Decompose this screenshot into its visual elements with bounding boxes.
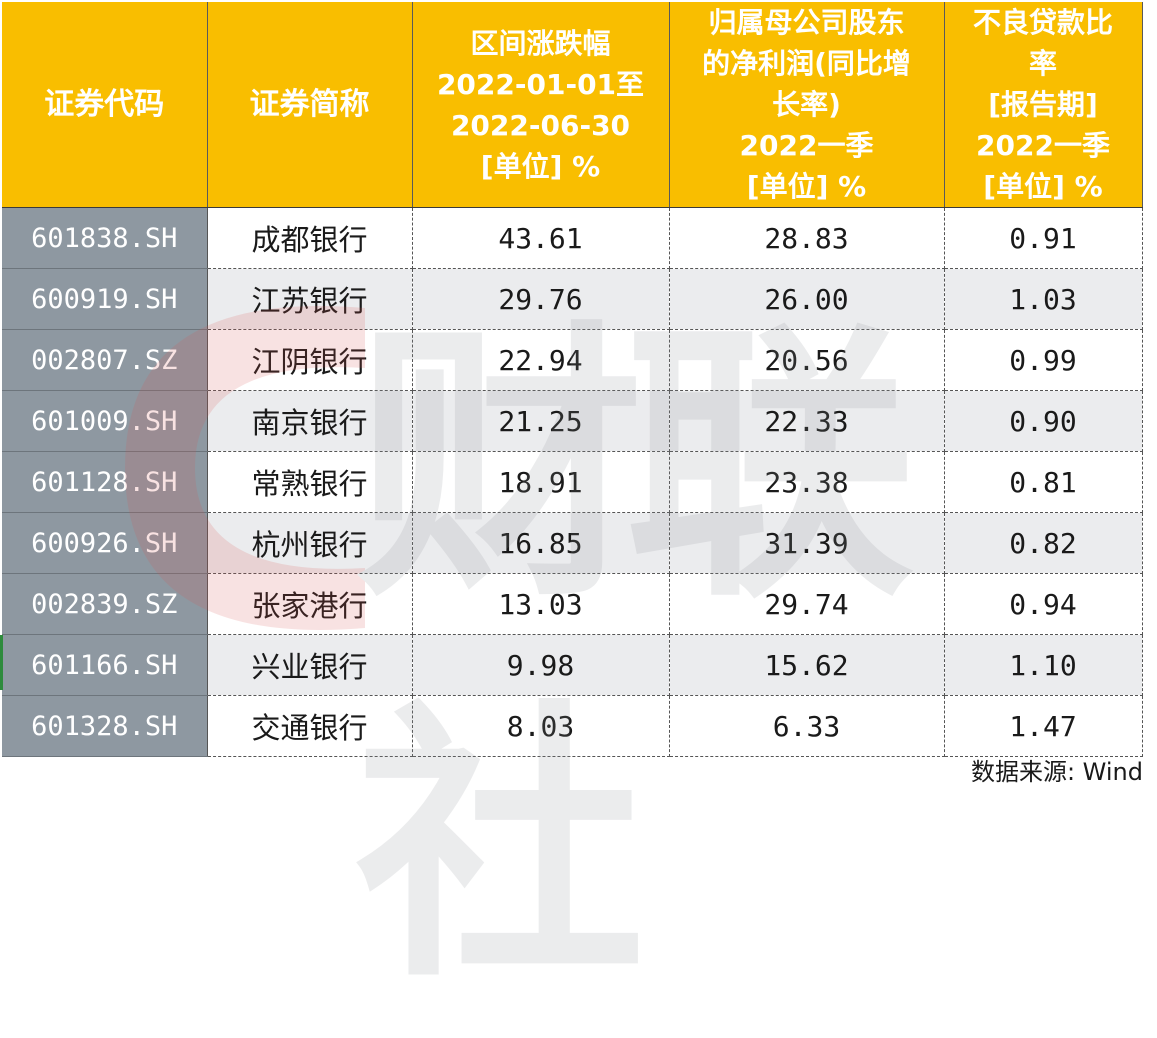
security-name-cell[interactable]: 常熟银行 [207,451,413,513]
profit-growth-cell[interactable]: 28.83 [669,207,945,269]
security-name-cell[interactable]: 交通银行 [207,695,413,757]
security-name-cell[interactable]: 成都银行 [207,207,413,269]
period-change-cell[interactable]: 18.91 [412,451,670,513]
security-name-cell[interactable]: 杭州银行 [207,512,413,574]
security-code-cell[interactable]: 002839.SZ [2,573,208,635]
profit-growth-cell[interactable]: 29.74 [669,573,945,635]
npl-ratio-cell[interactable]: 0.82 [944,512,1143,574]
bank-stock-table: 证券代码 证券简称 区间涨跌幅 2022-01-01至 2022-06-30 [… [2,2,1143,757]
npl-ratio-cell[interactable]: 0.94 [944,573,1143,635]
security-name-cell[interactable]: 张家港行 [207,573,413,635]
spreadsheet-sheet: 证券代码 证券简称 区间涨跌幅 2022-01-01至 2022-06-30 [… [0,2,1143,1016]
npl-ratio-cell[interactable]: 1.03 [944,268,1143,330]
npl-ratio-cell[interactable]: 0.90 [944,390,1143,452]
header-line: 的净利润(同比增 [702,47,911,80]
header-line: 归属母公司股东 [708,6,905,39]
profit-growth-cell[interactable]: 22.33 [669,390,945,452]
header-line: 2022-06-30 [450,108,631,142]
profit-growth-cell[interactable]: 23.38 [669,451,945,513]
period-change-cell[interactable]: 13.03 [412,573,670,635]
header-security-name[interactable]: 证券简称 [207,2,413,208]
header-row: 证券代码 证券简称 区间涨跌幅 2022-01-01至 2022-06-30 [… [2,2,1143,208]
header-line: [单位] % [746,170,867,203]
header-line: 2022一季 [739,129,874,162]
header-security-code[interactable]: 证券代码 [2,2,208,208]
security-code-cell[interactable]: 601838.SH [2,207,208,269]
security-code-cell[interactable]: 601328.SH [2,695,208,757]
profit-growth-cell[interactable]: 15.62 [669,634,945,696]
security-name-cell[interactable]: 兴业银行 [207,634,413,696]
table-row: 601128.SH 常熟银行 18.91 23.38 0.81 [2,451,1143,513]
header-line: 率 [1028,47,1057,80]
header-line: 2022-01-01至 [436,67,645,101]
security-code-cell[interactable]: 600926.SH [2,512,208,574]
security-code-cell[interactable]: 601009.SH [2,390,208,452]
header-line: [单位] % [480,149,601,183]
table-row: 600919.SH 江苏银行 29.76 26.00 1.03 [2,268,1143,330]
header-line: 不良贷款比 [972,6,1113,39]
profit-growth-cell[interactable]: 26.00 [669,268,945,330]
header-line: 2022一季 [976,129,1110,162]
header-line: 证券简称 [249,87,370,122]
npl-ratio-cell[interactable]: 0.91 [944,207,1143,269]
period-change-cell[interactable]: 8.03 [412,695,670,757]
period-change-cell[interactable]: 9.98 [412,634,670,696]
security-code-cell[interactable]: 601166.SH [2,634,208,696]
table-row: 002807.SZ 江阴银行 22.94 20.56 0.99 [2,329,1143,391]
active-row-marker [0,635,3,690]
table-row: 601009.SH 南京银行 21.25 22.33 0.90 [2,390,1143,452]
header-net-profit-growth[interactable]: 归属母公司股东 的净利润(同比增 长率) 2022一季 [单位] % [669,2,945,208]
period-change-cell[interactable]: 16.85 [412,512,670,574]
table-row: 600926.SH 杭州银行 16.85 31.39 0.82 [2,512,1143,574]
period-change-cell[interactable]: 22.94 [412,329,670,391]
npl-ratio-cell[interactable]: 0.99 [944,329,1143,391]
table-row: 601328.SH 交通银行 8.03 6.33 1.47 [2,695,1143,757]
header-line: [单位] % [983,170,1103,203]
npl-ratio-cell[interactable]: 1.10 [944,634,1143,696]
profit-growth-cell[interactable]: 31.39 [669,512,945,574]
table-row: 601166.SH 兴业银行 9.98 15.62 1.10 [2,634,1143,696]
header-line: 长率) [772,88,841,121]
npl-ratio-cell[interactable]: 1.47 [944,695,1143,757]
security-code-cell[interactable]: 600919.SH [2,268,208,330]
npl-ratio-cell[interactable]: 0.81 [944,451,1143,513]
header-npl-ratio[interactable]: 不良贷款比 率 [报告期] 2022一季 [单位] % [944,2,1143,208]
table-row: 601838.SH 成都银行 43.61 28.83 0.91 [2,207,1143,269]
profit-growth-cell[interactable]: 6.33 [669,695,945,757]
security-name-cell[interactable]: 江苏银行 [207,268,413,330]
header-period-change[interactable]: 区间涨跌幅 2022-01-01至 2022-06-30 [单位] % [412,2,670,208]
data-source-note: 数据来源: Wind [970,758,1143,786]
security-name-cell[interactable]: 江阴银行 [207,329,413,391]
table-row: 002839.SZ 张家港行 13.03 29.74 0.94 [2,573,1143,635]
header-line: 证券代码 [44,87,165,122]
security-name-cell[interactable]: 南京银行 [207,390,413,452]
profit-growth-cell[interactable]: 20.56 [669,329,945,391]
security-code-cell[interactable]: 002807.SZ [2,329,208,391]
security-code-cell[interactable]: 601128.SH [2,451,208,513]
header-line: [报告期] [988,88,1098,121]
header-line: 区间涨跌幅 [470,26,611,60]
period-change-cell[interactable]: 43.61 [412,207,670,269]
period-change-cell[interactable]: 29.76 [412,268,670,330]
period-change-cell[interactable]: 21.25 [412,390,670,452]
